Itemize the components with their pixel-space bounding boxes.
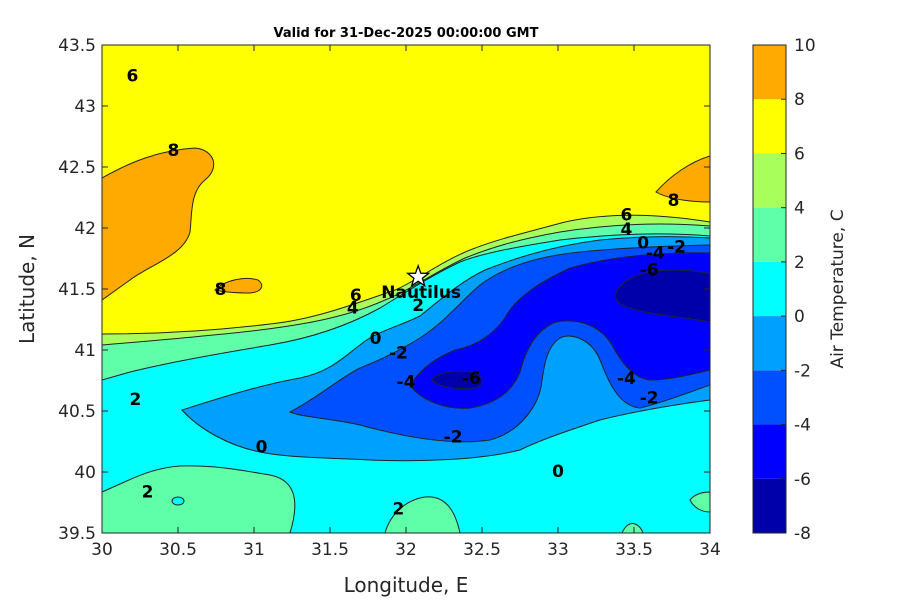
colorbar-label: Air Temperature, C	[828, 209, 848, 368]
contour-label: 2	[130, 390, 142, 410]
colorbar-swatch	[753, 261, 786, 317]
contour-label: -4	[646, 243, 665, 263]
x-tick-label: 31	[243, 540, 265, 560]
marker-label: Nautilus	[381, 283, 461, 303]
y-tick-label: 41.5	[58, 280, 96, 300]
contour-label: 0	[552, 462, 564, 482]
x-tick-label: 31.5	[311, 540, 349, 560]
y-tick-label: 42.5	[58, 158, 96, 178]
x-axis-label: Longitude, E	[344, 573, 469, 597]
colorbar-tick-label: 8	[794, 90, 805, 110]
band-2-to-4-dot	[171, 496, 185, 506]
y-axis-label: Latitude, N	[15, 234, 39, 344]
contour-label: 6	[126, 67, 138, 87]
colorbar: -8 -6 -4 -2 0 2 4 6 8 10	[752, 36, 816, 544]
y-tick-label: 40.5	[58, 402, 96, 422]
contour-label: 6	[350, 286, 362, 306]
contour-label: 8	[215, 280, 227, 300]
y-tick-label: 42	[74, 219, 96, 239]
contour-label: -2	[640, 389, 659, 409]
y-tick-label: 40	[74, 463, 96, 483]
star-icon	[405, 263, 431, 288]
band-2-to-4-south	[102, 465, 296, 533]
colorbar-swatch	[753, 99, 786, 154]
contour-label: 2	[392, 500, 404, 520]
x-tick-label: 33	[547, 540, 569, 560]
contour-label: -6	[640, 260, 659, 280]
contour-label: -2	[389, 343, 408, 363]
contour-label: 4	[620, 220, 632, 240]
contour-label: 0	[637, 234, 649, 254]
colorbar-swatch	[753, 370, 786, 425]
contour-label: 8	[668, 191, 680, 211]
colorbar-tick-label: -4	[794, 416, 811, 436]
y-tick-label: 43	[74, 97, 96, 117]
colorbar-swatch	[753, 478, 786, 533]
band-2-to-4-east	[689, 491, 710, 513]
contour-label: -6	[462, 369, 481, 389]
contour-label: 4	[347, 298, 359, 318]
colorbar-swatch	[753, 45, 786, 100]
band-m8-to-m6-east	[614, 269, 710, 323]
band-2-to-4-southeast	[621, 523, 644, 533]
station-marker: Nautilus	[381, 263, 461, 303]
colorbar-swatch	[753, 424, 786, 479]
colorbar-swatch	[753, 207, 786, 262]
band-8-to-10-west-dot	[214, 277, 263, 294]
y-tick-label: 41	[74, 341, 96, 361]
colorbar-tick-label: -2	[794, 361, 811, 381]
contour-label: 8	[168, 141, 180, 161]
x-tick-label: 33.5	[615, 540, 653, 560]
plot-area	[102, 45, 710, 533]
colorbar-tick-label: -6	[794, 470, 811, 490]
colorbar-swatch	[753, 153, 786, 208]
y-tick-label: 43.5	[58, 36, 96, 56]
x-tick-label: 34	[699, 540, 721, 560]
colorbar-tick-label: 6	[794, 144, 805, 164]
x-axis-ticks: 30 30.5 31 31.5 32 32.5 33 33.5 34	[91, 45, 721, 560]
colorbar-tick-label: 4	[794, 199, 805, 219]
band-8-to-10-west	[102, 147, 215, 301]
x-tick-label: 30	[91, 540, 113, 560]
colorbar-tick-label: 0	[794, 307, 805, 327]
colorbar-tick-label: 2	[794, 253, 805, 273]
colorbar-swatch	[753, 316, 786, 371]
x-tick-label: 32	[395, 540, 417, 560]
contour-label: 0	[370, 329, 382, 349]
contour-label: -4	[617, 369, 636, 389]
band-m8-to-m6-center	[431, 370, 483, 390]
contour-label: 6	[620, 206, 632, 226]
chart-title: Valid for 31-Dec-2025 00:00:00 GMT	[274, 26, 539, 41]
contour-label: 0	[256, 437, 268, 457]
band-8-to-10-east	[655, 155, 710, 203]
colorbar-tick-label: -8	[794, 524, 811, 544]
x-tick-label: 32.5	[463, 540, 501, 560]
colorbar-frame	[752, 44, 787, 534]
contour-label: -2	[667, 237, 686, 257]
colorbar-tick-label: 10	[794, 36, 816, 56]
y-tick-label: 39.5	[58, 524, 96, 544]
contour-label: -2	[444, 428, 463, 448]
band-2-to-4-south-b	[384, 496, 461, 533]
contour-label: -4	[397, 373, 416, 393]
contour-label: 2	[142, 483, 154, 503]
x-tick-label: 30.5	[159, 540, 197, 560]
contour-label: 2	[412, 296, 424, 316]
